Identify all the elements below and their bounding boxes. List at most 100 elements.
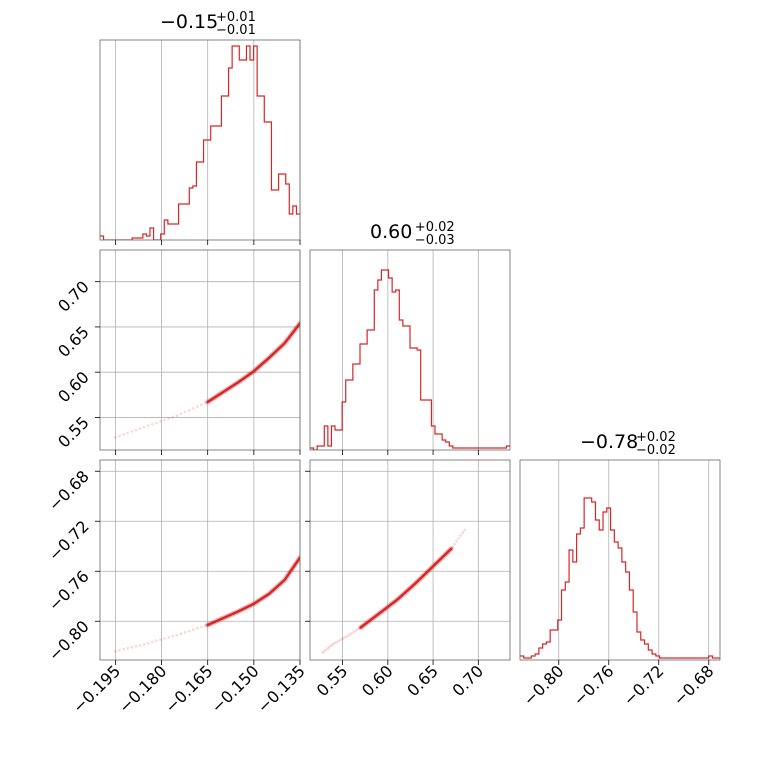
scatter-point [142, 642, 146, 646]
x-tick-label: −0.180 [115, 661, 170, 716]
contour-inner [206, 556, 300, 627]
scatter-point [338, 638, 342, 642]
panel-frame [519, 459, 721, 661]
x-tick-label: 0.60 [358, 661, 397, 700]
y-tick-label: −0.72 [45, 517, 93, 565]
density-panel-2-0 [114, 555, 300, 653]
scatter-point [191, 407, 195, 410]
histogram-0 [100, 45, 300, 240]
scatter-point [183, 410, 187, 414]
y-tick-label: −0.80 [45, 617, 93, 665]
scatter-point [167, 417, 171, 420]
scatter-point [355, 628, 358, 632]
scatter-point [130, 645, 134, 649]
axis-ticks [95, 240, 710, 665]
panel-frame [99, 39, 301, 241]
density-panel-1-0 [114, 320, 300, 439]
scatter-point [146, 641, 150, 645]
scatter-point [200, 625, 203, 629]
scatter-point [114, 435, 117, 439]
scatter-point [334, 640, 338, 644]
y-tick-label: −0.76 [45, 567, 93, 615]
panel-frames [99, 39, 721, 661]
x-tick-label: 0.70 [449, 661, 488, 700]
scatter-point [326, 647, 329, 650]
scatter-point [204, 624, 208, 628]
scatter-point [159, 638, 162, 642]
scatter-point [183, 630, 187, 634]
scatter-point [351, 631, 354, 635]
scatter-point [347, 634, 350, 637]
scatter-point [343, 636, 346, 640]
scatter-point [187, 408, 191, 412]
scatter-point [175, 414, 179, 417]
scatter-point [453, 542, 456, 546]
scatter-point [196, 626, 199, 630]
scatter-point [341, 637, 344, 641]
y-tick-label: 0.60 [54, 368, 93, 407]
panel-frame [99, 459, 301, 661]
scatter-point [142, 425, 146, 429]
scatter-point [345, 635, 348, 638]
panel-title-0: −0.15+0.01 −0.01 [160, 10, 256, 38]
y-tick-label: 0.70 [54, 277, 93, 316]
scatter-point [204, 401, 208, 405]
scatter-point [463, 528, 467, 532]
scatter-point [167, 635, 171, 639]
scatter-point [150, 422, 154, 426]
scatter-point [200, 403, 203, 407]
scatter-point [459, 534, 463, 537]
scatter-point [331, 643, 334, 646]
scatter-point [196, 405, 199, 408]
panel-title-1: 0.60 +0.02 −0.03 [370, 220, 455, 248]
scatter-point [349, 632, 352, 636]
scatter-point [163, 418, 167, 422]
y-tick-label: −0.68 [45, 467, 93, 515]
x-tick-label: −0.150 [207, 661, 262, 716]
scatter-point [134, 644, 138, 648]
contour-inner [206, 322, 300, 404]
gridlines [100, 40, 710, 660]
scatter-point [126, 431, 130, 435]
scatter-point [357, 627, 360, 631]
scatter-point [455, 539, 458, 543]
scatter-point [118, 648, 121, 652]
scatter-point [322, 649, 326, 653]
scatter-point [122, 647, 125, 651]
x-tick-label: 0.55 [313, 661, 352, 700]
scatter-point [171, 415, 175, 419]
x-tick-label: −0.68 [669, 661, 717, 709]
y-tick-label: 0.65 [54, 322, 93, 361]
x-tick-label: −0.72 [619, 661, 667, 709]
scatter-point [130, 430, 134, 433]
scatter-point [138, 643, 142, 647]
scatter-point [332, 642, 336, 645]
data-marks [100, 45, 720, 659]
scatter-point [134, 428, 138, 432]
x-tick-label: −0.80 [519, 661, 567, 709]
scatter-point [146, 424, 150, 428]
y-tick-label: 0.55 [54, 413, 93, 452]
scatter-point [329, 644, 333, 648]
panel-frame [309, 249, 511, 451]
scatter-point [175, 633, 179, 637]
scatter-point [138, 427, 142, 430]
density-panel-2-1 [321, 528, 467, 654]
scatter-point [457, 537, 460, 540]
scatter-point [122, 433, 125, 436]
x-tick-label: −0.76 [569, 661, 617, 709]
scatter-point [155, 639, 158, 643]
scatter-point [321, 651, 325, 654]
panel-title-2: −0.78+0.02 −0.02 [580, 430, 676, 458]
scatter-point [150, 640, 154, 644]
scatter-point [336, 639, 340, 643]
scatter-point [324, 648, 328, 652]
contour-inner [359, 547, 453, 629]
histogram-2 [520, 497, 720, 659]
scatter-point [353, 630, 356, 633]
x-tick-label: −0.135 [254, 661, 309, 716]
panel-titles: −0.15+0.01 −0.01 0.60 +0.02 −0.03 −0.78+0.02−… [160, 10, 676, 458]
scatter-point [126, 646, 130, 650]
scatter-point [114, 649, 117, 653]
